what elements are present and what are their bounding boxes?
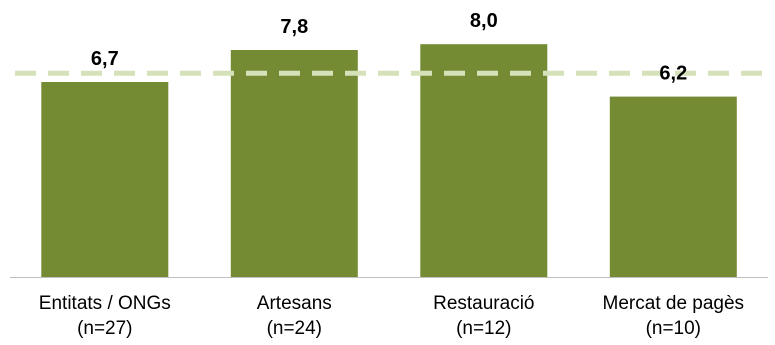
bar-1 — [41, 82, 169, 277]
category-label-1: Entitats / ONGs (n=27) — [39, 293, 171, 339]
value-label-2: 7,8 — [280, 16, 308, 38]
bar-4 — [609, 96, 737, 277]
category-label-2-line-1: Artesans — [257, 293, 332, 314]
category-label-4-line-2: (n=10) — [646, 318, 701, 339]
bar-2 — [230, 50, 358, 277]
bars-layer — [41, 44, 737, 278]
category-label-3-line-1: Restauració — [433, 293, 534, 314]
category-label-3-line-2: (n=12) — [456, 318, 511, 339]
category-label-1-line-2: (n=27) — [77, 318, 132, 339]
value-label-4: 6,2 — [659, 63, 687, 85]
category-label-2: Artesans (n=24) — [257, 293, 332, 339]
bar-3 — [420, 44, 548, 278]
category-label-4-line-1: Mercat de pagès — [603, 293, 745, 314]
category-label-2-line-2: (n=24) — [267, 318, 322, 339]
category-label-4: Mercat de pagès (n=10) — [603, 293, 745, 339]
category-label-1-line-1: Entitats / ONGs — [39, 293, 171, 314]
category-labels-layer: Entitats / ONGs (n=27) Artesans (n=24) Resta… — [39, 293, 744, 339]
value-label-1: 6,7 — [91, 48, 119, 70]
value-label-3: 8,0 — [470, 10, 498, 32]
value-labels-layer: 6,7 7,8 8,0 6,2 — [91, 10, 687, 84]
category-label-3: Restauració (n=12) — [433, 293, 534, 339]
